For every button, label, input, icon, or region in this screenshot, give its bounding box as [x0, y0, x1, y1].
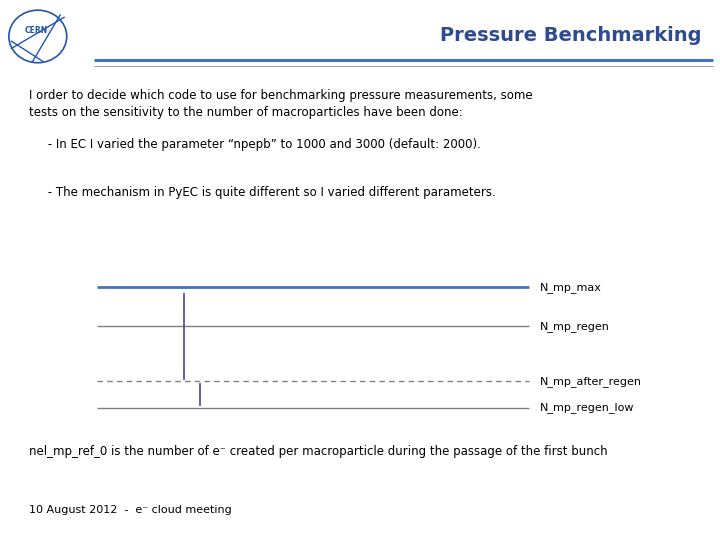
Text: N_mp_max: N_mp_max: [540, 282, 602, 293]
Text: - In EC I varied the parameter “npepb” to 1000 and 3000 (default: 2000).: - In EC I varied the parameter “npepb” t…: [29, 138, 481, 151]
Text: 10 August 2012  -  e⁻ cloud meeting: 10 August 2012 - e⁻ cloud meeting: [29, 505, 232, 515]
Text: Pressure Benchmarking: Pressure Benchmarking: [441, 25, 702, 45]
Text: I order to decide which code to use for benchmarking pressure measurements, some: I order to decide which code to use for …: [29, 89, 532, 119]
Text: N_mp_regen: N_mp_regen: [540, 321, 610, 332]
Text: CERN: CERN: [25, 26, 48, 35]
Text: - The mechanism in PyEC is quite different so I varied different parameters.: - The mechanism in PyEC is quite differe…: [29, 186, 495, 199]
Text: nel_mp_ref_0 is the number of e⁻ created per macroparticle during the passage of: nel_mp_ref_0 is the number of e⁻ created…: [29, 446, 608, 458]
Text: N_mp_after_regen: N_mp_after_regen: [540, 376, 642, 387]
Text: N_mp_regen_low: N_mp_regen_low: [540, 402, 634, 413]
